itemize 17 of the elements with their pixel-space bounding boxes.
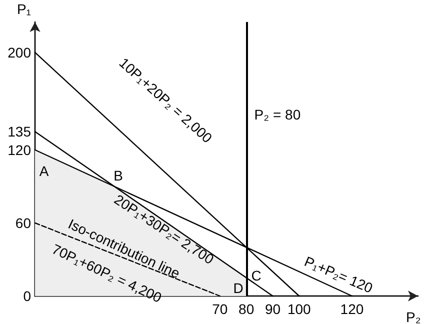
- x-tick-label: 100: [287, 301, 312, 317]
- x-tick-label: 70: [212, 301, 228, 317]
- annotation: A: [39, 162, 50, 179]
- x-tick-label: 80: [238, 301, 254, 317]
- y-axis-title: P₁: [16, 1, 32, 17]
- annotation: C: [251, 268, 262, 284]
- x-tick-label: 90: [264, 301, 281, 317]
- ref-line-label: P₂ = 80: [254, 106, 301, 122]
- annotation: B: [114, 167, 123, 184]
- y-tick-label: 120: [8, 142, 32, 158]
- y-tick-label: 200: [8, 44, 32, 60]
- annotation: D: [233, 280, 244, 296]
- x-tick-label: 120: [340, 301, 364, 317]
- x-axis-title: P₂: [406, 309, 421, 324]
- y-tick-label: 60: [15, 214, 32, 231]
- y-tick-label: 135: [8, 124, 32, 140]
- y-tick-label: 0: [23, 288, 32, 304]
